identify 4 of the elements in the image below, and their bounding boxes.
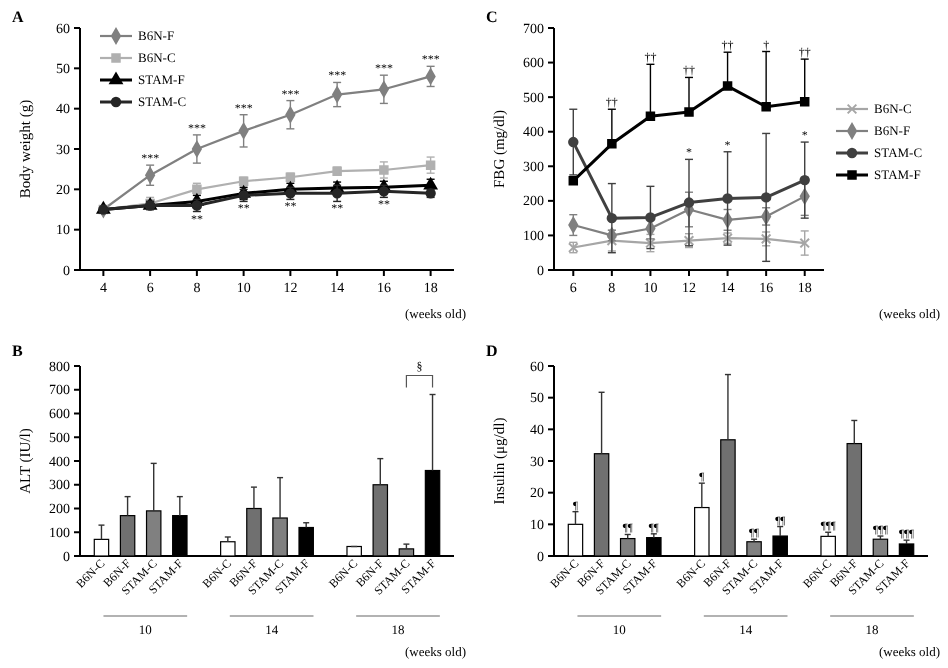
chart-title: B bbox=[12, 342, 24, 360]
chart-title: C bbox=[486, 8, 498, 26]
chart-title: D bbox=[486, 342, 498, 360]
chart-title: A bbox=[12, 8, 24, 26]
